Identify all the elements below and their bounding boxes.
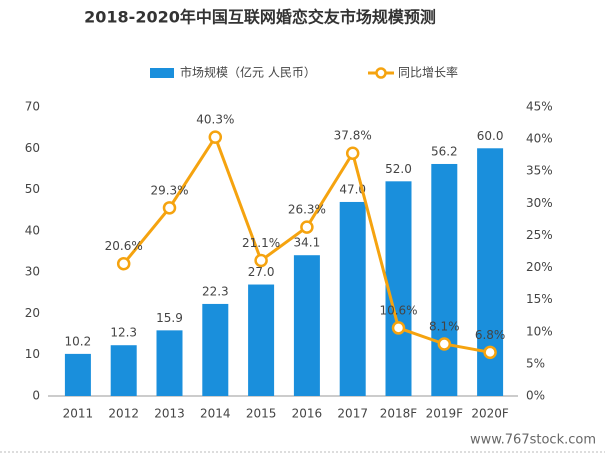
bar-value-label: 52.0 — [385, 162, 412, 176]
bar-value-label: 56.2 — [431, 144, 458, 158]
y2-tick-label: 5% — [526, 356, 545, 370]
y2-tick-label: 40% — [526, 132, 553, 146]
bar-value-label: 22.3 — [202, 284, 229, 298]
y-tick-label: 20 — [25, 306, 40, 320]
bar-value-label: 34.1 — [294, 236, 321, 250]
bar — [339, 201, 366, 396]
x-tick-label: 2019F — [426, 407, 464, 421]
line-marker — [483, 345, 497, 360]
x-tick-label: 2012 — [108, 407, 139, 421]
y2-tick-label: 0% — [526, 389, 545, 403]
y2-tick-label: 35% — [526, 164, 553, 178]
line-value-label: 20.6% — [105, 239, 143, 253]
chart-title: 2018-2020年中国互联网婚恋交友市场规模预测 — [84, 8, 436, 27]
line-value-label: 37.8% — [334, 129, 372, 143]
bar — [385, 181, 412, 396]
x-tick-label: 2018F — [380, 407, 418, 421]
line-value-label: 8.1% — [429, 319, 460, 333]
y-tick-label: 70 — [25, 100, 40, 114]
line-value-label: 10.6% — [379, 303, 417, 317]
bar-value-label: 12.3 — [110, 326, 137, 340]
bar — [293, 255, 320, 396]
x-tick-label: 2015 — [246, 407, 277, 421]
x-tick-label: 2011 — [63, 407, 94, 421]
bar-value-label: 27.0 — [248, 265, 275, 279]
line-marker — [345, 146, 360, 160]
bar — [156, 330, 183, 396]
bar — [202, 303, 229, 396]
x-tick-label: 2014 — [200, 407, 231, 421]
bar-value-label: 15.9 — [156, 311, 183, 325]
y2-tick-label: 30% — [526, 196, 553, 210]
line-marker — [391, 321, 406, 335]
y-tick-label: 50 — [25, 182, 40, 196]
legend-label: 市场规模（亿元 人民币） — [180, 65, 316, 80]
y2-tick-label: 15% — [526, 292, 553, 306]
y-tick-label: 60 — [25, 141, 40, 155]
line-value-label: 29.3% — [150, 183, 188, 197]
line-value-label: 26.3% — [288, 203, 326, 217]
bar-value-label: 10.2 — [65, 334, 92, 348]
line-marker — [208, 130, 223, 144]
line-value-label: 40.3% — [196, 113, 234, 127]
legend-swatch — [375, 67, 387, 79]
x-tick-label: 2016 — [292, 407, 323, 421]
line-marker — [254, 253, 268, 268]
y2-tick-label: 45% — [526, 100, 553, 114]
y2-tick-label: 25% — [526, 228, 553, 242]
y-tick-label: 0 — [32, 389, 40, 403]
bar — [431, 163, 458, 396]
line-value-label: 21.1% — [242, 236, 280, 250]
y-tick-label: 30 — [25, 265, 40, 279]
y2-tick-label: 10% — [526, 324, 553, 338]
line-marker — [300, 220, 314, 234]
legend-label: 同比增长率 — [398, 65, 458, 80]
bar — [110, 345, 137, 396]
watermark: www.767stock.com — [470, 433, 596, 448]
bar-value-label: 47.0 — [339, 182, 366, 196]
line-value-label: 6.8% — [475, 328, 506, 342]
y-tick-label: 40 — [25, 223, 40, 237]
legend-swatch — [150, 68, 174, 78]
bar-value-label: 60.0 — [477, 129, 504, 143]
x-tick-label: 2013 — [154, 407, 185, 421]
line-marker — [162, 201, 177, 215]
bar — [64, 353, 91, 396]
y2-tick-label: 20% — [526, 260, 553, 274]
x-tick-label: 2020F — [471, 407, 509, 421]
line-marker — [437, 337, 452, 351]
x-tick-label: 2017 — [337, 407, 368, 421]
y-tick-label: 10 — [25, 347, 40, 361]
line-marker — [116, 256, 131, 271]
bar — [248, 284, 275, 396]
